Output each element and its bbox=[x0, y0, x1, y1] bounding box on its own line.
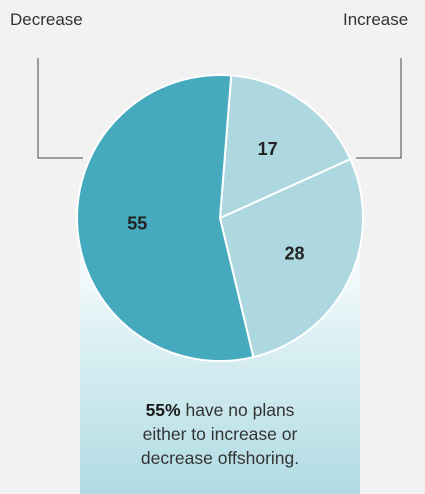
pie-slices bbox=[76, 74, 364, 362]
data-label-increase: 28 bbox=[284, 243, 304, 263]
data-label-no-plans: 55 bbox=[127, 213, 147, 233]
leader-line-increase bbox=[356, 58, 402, 159]
slice-labels: 28 17 55 bbox=[127, 139, 304, 263]
pie-slice-decrease bbox=[219, 74, 352, 219]
label-decrease: Decrease bbox=[10, 10, 83, 29]
leader-line-decrease bbox=[37, 58, 83, 159]
note-line-2: either to increase or bbox=[142, 424, 298, 444]
note-highlight: 55% bbox=[145, 400, 181, 420]
callout-note: 55% have no plans either to increase or … bbox=[80, 398, 360, 470]
pie-slice-increase bbox=[219, 158, 364, 359]
note-line-3: decrease offshoring. bbox=[140, 448, 300, 468]
note-line-1: 55% have no plans bbox=[80, 398, 360, 422]
data-label-decrease: 17 bbox=[258, 139, 278, 159]
label-increase: Increase bbox=[343, 10, 409, 29]
pie-slice-no-plans bbox=[76, 74, 255, 362]
note-line1-rest: have no plans bbox=[180, 400, 295, 420]
